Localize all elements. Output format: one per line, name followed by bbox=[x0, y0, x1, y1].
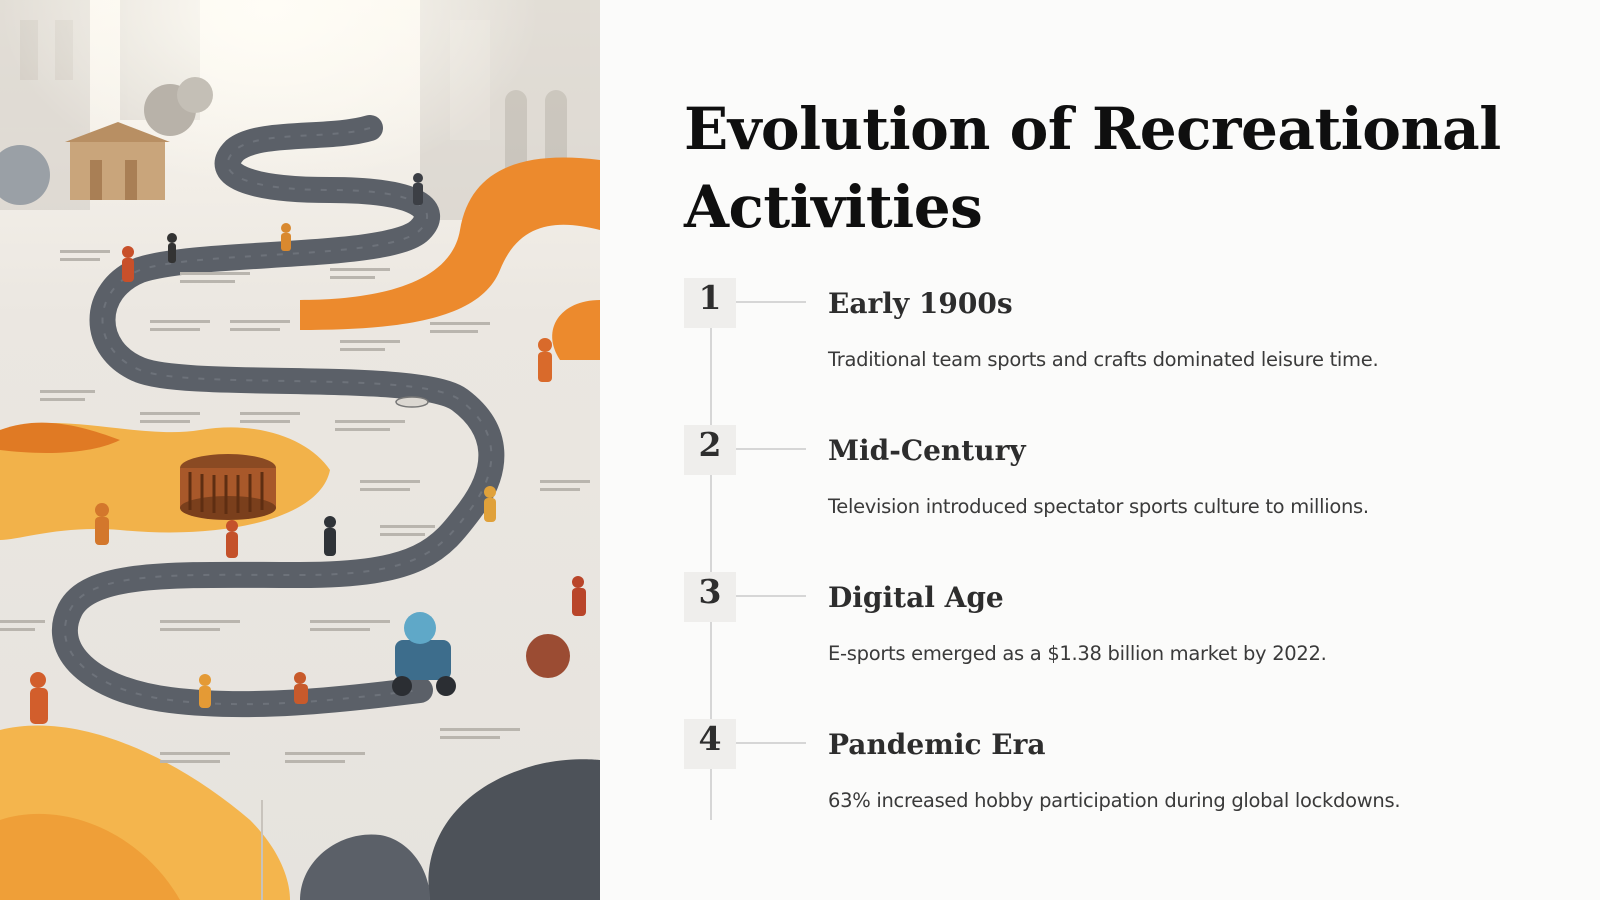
timeline-step: 2 Mid-Century Television introduced spec… bbox=[684, 425, 1564, 555]
figures bbox=[30, 173, 586, 724]
step-number: 2 bbox=[684, 425, 736, 475]
pavilion bbox=[65, 122, 170, 200]
step-number: 1 bbox=[684, 278, 736, 328]
timeline: 1 Early 1900s Traditional team sports an… bbox=[684, 0, 1564, 900]
winding-path bbox=[52, 115, 505, 718]
winding-timeline-path-illustration bbox=[0, 0, 600, 900]
robot-figure bbox=[392, 612, 456, 696]
illustration-panel bbox=[0, 0, 600, 900]
colosseum bbox=[180, 454, 276, 520]
trees bbox=[0, 77, 213, 205]
timeline-step: 1 Early 1900s Traditional team sports an… bbox=[684, 278, 1564, 408]
step-description: Television introduced spectator sports c… bbox=[828, 495, 1369, 518]
step-heading: Mid-Century bbox=[828, 434, 1026, 467]
content-area: Evolution of Recreational Activities 1 E… bbox=[684, 0, 1564, 900]
step-heading: Early 1900s bbox=[828, 287, 1013, 320]
step-number: 4 bbox=[684, 719, 736, 769]
step-heading: Digital Age bbox=[828, 581, 1004, 614]
dark-foliage bbox=[428, 759, 600, 900]
step-connector bbox=[736, 595, 806, 597]
step-connector bbox=[736, 448, 806, 450]
step-number: 3 bbox=[684, 572, 736, 622]
timeline-spine bbox=[710, 300, 712, 820]
slide-title: Evolution of Recreational Activities bbox=[684, 95, 1501, 241]
step-description: Traditional team sports and crafts domin… bbox=[828, 348, 1379, 371]
orange-ribbon bbox=[300, 157, 600, 330]
step-description: E-sports emerged as a $1.38 billion mark… bbox=[828, 642, 1327, 665]
caption-blocks bbox=[0, 250, 590, 763]
step-connector bbox=[736, 301, 806, 303]
step-connector bbox=[736, 742, 806, 744]
step-description: 63% increased hobby participation during… bbox=[828, 789, 1401, 812]
timeline-step: 3 Digital Age E-sports emerged as a $1.3… bbox=[684, 572, 1564, 702]
step-heading: Pandemic Era bbox=[828, 728, 1046, 761]
timeline-step: 4 Pandemic Era 63% increased hobby parti… bbox=[684, 719, 1564, 849]
